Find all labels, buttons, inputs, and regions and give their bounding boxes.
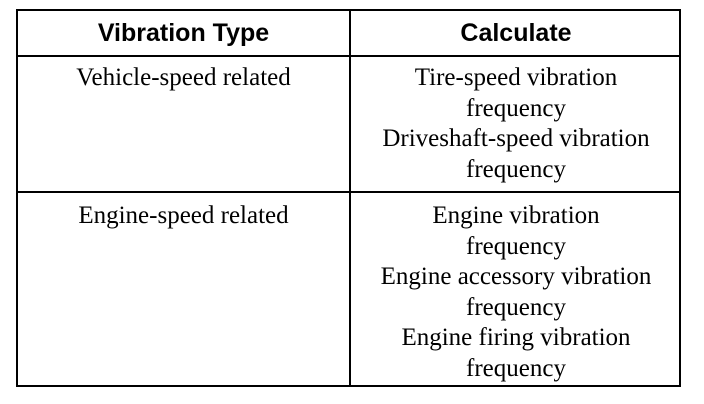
calculate-line: Engine accessory vibration <box>380 263 652 290</box>
row-2-calculate: Engine vibration frequency Engine access… <box>351 201 681 384</box>
calculate-line: Engine firing vibration <box>401 324 631 351</box>
calculate-line: Tire-speed vibration <box>414 64 618 91</box>
row-divider <box>18 191 679 193</box>
calculate-line: frequency <box>466 94 566 122</box>
row-1-vibration-type: Vehicle-speed related <box>76 64 291 91</box>
row-1-calculate: Tire-speed vibration frequency Driveshaf… <box>351 63 681 185</box>
calculate-line: frequency <box>466 232 566 260</box>
calculate-line: Driveshaft-speed vibration <box>382 125 650 152</box>
calculate-line: frequency <box>466 354 566 382</box>
column-divider <box>349 11 351 385</box>
header-calculate: Calculate <box>460 19 572 47</box>
header-divider <box>18 55 679 57</box>
calculate-line: frequency <box>466 293 566 321</box>
header-vibration-type: Vibration Type <box>97 19 270 47</box>
vibration-table: Vibration Type Calculate Vehicle-speed r… <box>16 9 681 387</box>
calculate-line: Engine vibration <box>432 202 600 229</box>
row-2-vibration-type: Engine-speed related <box>78 202 289 229</box>
calculate-line: frequency <box>466 155 566 183</box>
